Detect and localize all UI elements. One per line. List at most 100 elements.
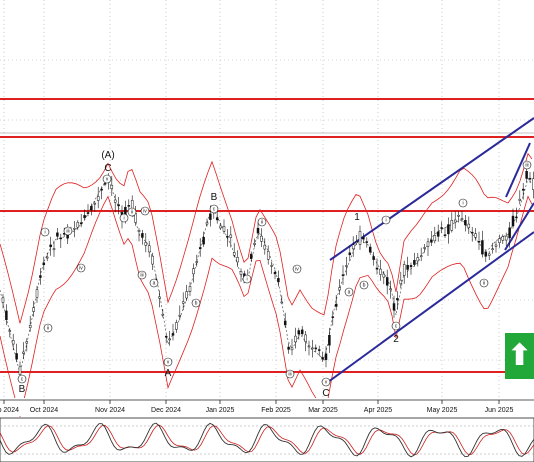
wave-marker bbox=[321, 377, 331, 387]
candle-body bbox=[382, 273, 386, 278]
candle-body bbox=[192, 268, 195, 275]
wave-marker-label: iv bbox=[295, 267, 299, 273]
wave-marker-label: c bbox=[395, 324, 398, 330]
candle-body bbox=[307, 345, 311, 348]
candle-body bbox=[515, 216, 518, 219]
candle-body bbox=[532, 178, 534, 190]
candle-body bbox=[334, 303, 338, 307]
wave-marker-label: c bbox=[213, 207, 216, 213]
candle-body bbox=[263, 244, 267, 250]
candle-body bbox=[409, 265, 413, 268]
x-tick-label: Apr 2025 bbox=[364, 407, 393, 414]
wave-label: A bbox=[165, 368, 172, 379]
wave-label: 1 bbox=[354, 212, 360, 223]
candle-body bbox=[331, 316, 335, 318]
candle-body bbox=[416, 257, 420, 262]
candle-body bbox=[362, 236, 365, 240]
wave-marker-label: iv bbox=[79, 266, 83, 272]
candle-body bbox=[321, 357, 324, 360]
candle-body bbox=[236, 257, 239, 263]
candle-body bbox=[202, 236, 205, 245]
candle-body bbox=[324, 353, 328, 360]
buy-signal: ⬆ bbox=[505, 333, 534, 379]
candle-body bbox=[385, 277, 389, 286]
candle-body bbox=[402, 264, 406, 276]
bollinger-bands bbox=[0, 152, 533, 417]
candle-body bbox=[474, 233, 477, 238]
candle-body bbox=[5, 310, 8, 321]
oscillator-main-line bbox=[0, 422, 534, 458]
wave-marker-label: i bbox=[44, 230, 45, 236]
wave-marker-label: iv bbox=[143, 209, 147, 215]
chart-grid bbox=[0, 0, 534, 398]
candle-body bbox=[28, 324, 32, 328]
candle-body bbox=[49, 244, 52, 248]
candle-body bbox=[399, 279, 403, 285]
candle-body bbox=[56, 232, 59, 237]
candle-body bbox=[290, 347, 294, 351]
wave-marker bbox=[391, 321, 401, 331]
moving-average bbox=[0, 177, 533, 374]
candle-body bbox=[270, 265, 273, 267]
wave-marker-label: i bbox=[385, 218, 386, 224]
channel-line-1 bbox=[327, 231, 534, 383]
candle-body bbox=[32, 307, 35, 312]
candle-body bbox=[215, 217, 219, 221]
candle-body bbox=[498, 238, 501, 244]
candle-body bbox=[317, 349, 321, 351]
candle-body bbox=[358, 230, 362, 245]
candle-body bbox=[195, 261, 199, 263]
candle-body bbox=[521, 188, 525, 191]
candle-body bbox=[392, 303, 396, 311]
wave-marker-label: v bbox=[325, 380, 328, 386]
wave-marker bbox=[257, 217, 267, 227]
candle-body bbox=[141, 233, 144, 238]
x-tick-label: Oct 2024 bbox=[30, 407, 59, 414]
candle-body bbox=[287, 346, 290, 350]
candle-body bbox=[294, 335, 297, 343]
candle-body bbox=[464, 220, 467, 226]
wave-marker-label: ii bbox=[483, 281, 485, 287]
candle-body bbox=[375, 267, 379, 270]
x-tick-label: Nov 2024 bbox=[95, 407, 125, 414]
x-tick-label: Sep 2024 bbox=[0, 407, 19, 414]
candle-body bbox=[22, 351, 25, 354]
candle-body bbox=[423, 247, 426, 249]
candle-body bbox=[11, 340, 15, 345]
wave-marker bbox=[292, 264, 302, 274]
candle-body bbox=[205, 222, 209, 225]
candle-body bbox=[518, 198, 522, 201]
wave-marker bbox=[140, 206, 150, 216]
wave-marker bbox=[522, 160, 532, 170]
wave-marker-label: ii bbox=[131, 210, 133, 216]
wave-label: B bbox=[211, 192, 218, 203]
candle-body bbox=[477, 241, 481, 243]
candle-body bbox=[280, 301, 284, 304]
candle-body bbox=[508, 227, 511, 239]
candle-body bbox=[481, 240, 484, 255]
candle-body bbox=[249, 253, 253, 259]
wave-marker bbox=[285, 369, 295, 379]
up-arrow-icon: ⬆ bbox=[506, 338, 533, 373]
candle-body bbox=[467, 223, 471, 228]
candle-body bbox=[273, 271, 277, 275]
candle-body bbox=[396, 298, 399, 301]
candle-body bbox=[164, 335, 168, 338]
channel-line-0 bbox=[329, 117, 534, 261]
candle-body bbox=[341, 274, 345, 276]
candle-body bbox=[147, 245, 151, 253]
wave-marker bbox=[479, 278, 489, 288]
x-tick-label: Jun 2025 bbox=[485, 407, 514, 414]
candle-body bbox=[18, 366, 22, 375]
candle-body bbox=[110, 184, 114, 189]
wave-marker bbox=[381, 215, 391, 225]
candle-body bbox=[1, 297, 5, 303]
candle-body bbox=[297, 330, 301, 335]
wave-marker-label: iii bbox=[288, 372, 291, 378]
wave-marker bbox=[102, 174, 112, 184]
candle-body bbox=[15, 353, 18, 360]
candle-body bbox=[226, 236, 229, 238]
candle-body bbox=[253, 242, 256, 245]
candle-body bbox=[389, 288, 392, 290]
